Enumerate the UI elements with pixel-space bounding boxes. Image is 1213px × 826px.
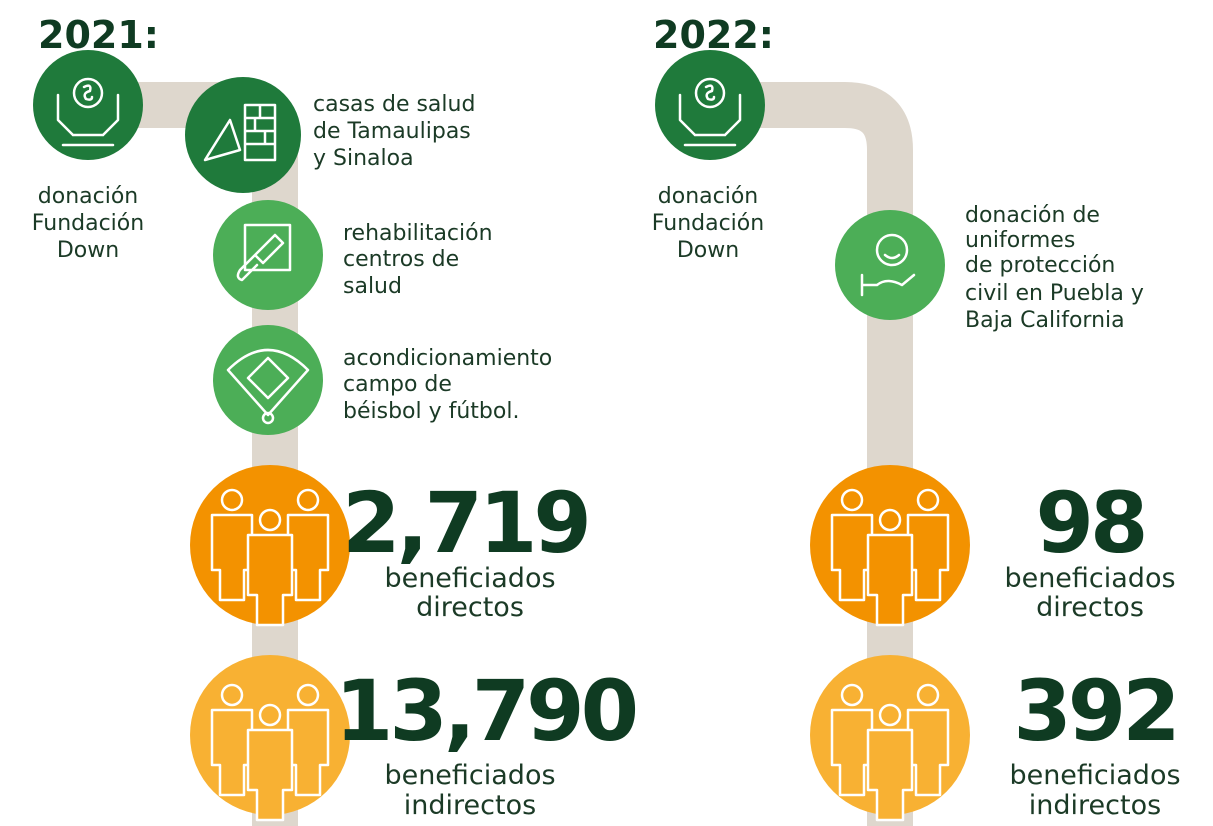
label: beneficiados xyxy=(1009,760,1180,791)
icon xyxy=(236,223,292,282)
label: directos xyxy=(416,592,524,623)
icon-circle xyxy=(655,50,765,160)
label: donación xyxy=(38,184,138,209)
label: civil en Puebla y xyxy=(965,281,1144,306)
label: Fundación xyxy=(652,211,764,236)
label: béisbol y fútbol. xyxy=(343,399,519,424)
label: indirectos xyxy=(404,790,536,821)
label: centros de xyxy=(343,247,459,272)
label: uniformes xyxy=(965,228,1075,253)
icon xyxy=(226,348,310,425)
label: beneficiados xyxy=(1004,563,1175,594)
label: beneficiados xyxy=(384,760,555,791)
label: de Tamaulipas xyxy=(313,119,471,144)
label: salud xyxy=(343,274,402,299)
icon xyxy=(860,233,916,297)
label: acondicionamiento xyxy=(343,346,552,371)
label: beneficiados xyxy=(384,563,555,594)
label: donación xyxy=(658,184,758,209)
year: 2021: xyxy=(38,13,159,57)
label: Down xyxy=(677,238,739,263)
column-2021: 2021: donación Fundación Down casas de s… xyxy=(32,13,640,822)
label: directos xyxy=(1036,592,1144,623)
label: de protección xyxy=(965,253,1115,278)
number: 2,719 xyxy=(342,474,588,572)
icon-circle xyxy=(213,200,323,310)
column-2022: 2022: donación Fundación Down donación d… xyxy=(652,13,1181,822)
label: Baja California xyxy=(965,308,1125,333)
icon-circle xyxy=(213,325,323,435)
number: 98 xyxy=(1036,474,1145,572)
icon-circle xyxy=(33,50,143,160)
label: casas de salud xyxy=(313,92,475,117)
label: rehabilitación xyxy=(343,221,493,246)
label: y Sinaloa xyxy=(313,146,414,171)
icon-circle xyxy=(185,77,301,193)
label: Down xyxy=(57,238,119,263)
number: 13,790 xyxy=(335,662,636,760)
label: indirectos xyxy=(1029,790,1161,821)
year: 2022: xyxy=(653,13,774,57)
timeline-path xyxy=(710,82,913,826)
icon xyxy=(203,103,277,162)
label: Fundación xyxy=(32,211,144,236)
label: campo de xyxy=(343,372,452,397)
number: 392 xyxy=(1013,662,1176,760)
label: donación de xyxy=(965,203,1100,228)
